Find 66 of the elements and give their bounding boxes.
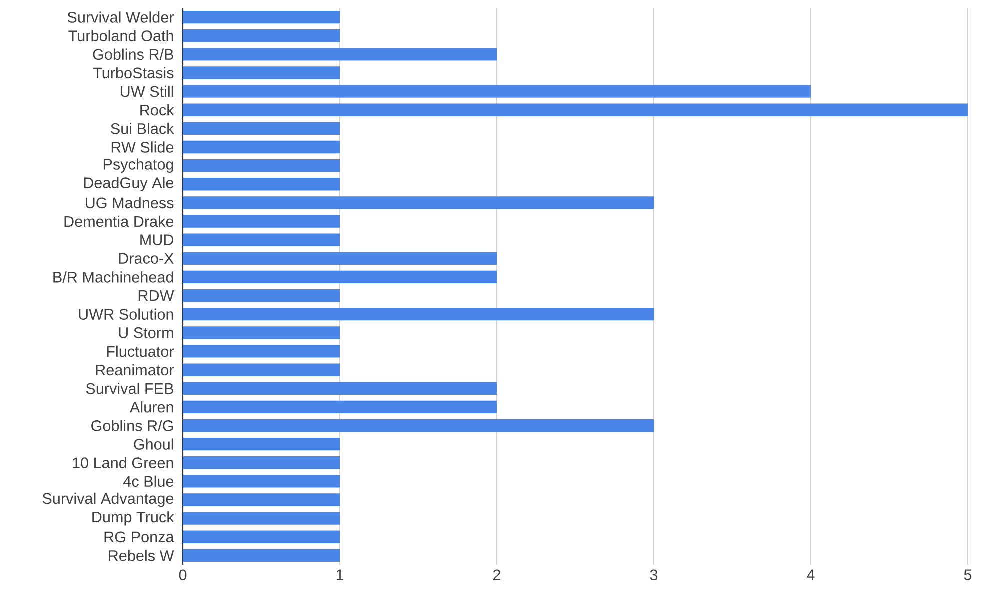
y-tick-label: Psychatog [104,158,174,173]
y-tick-label: RDW [138,290,174,302]
bar [183,48,497,61]
bar [183,66,340,80]
bar [183,475,340,488]
y-tick-label: Dementia Drake [64,216,174,228]
bar [183,270,497,284]
bar [183,326,340,340]
y-tick-label: 4c Blue [124,476,174,488]
bar [183,140,340,154]
y-tick-label: Draco-X [119,253,174,264]
bar [183,159,340,172]
y-tick-label: Aluren [130,402,174,413]
y-tick-label: Survival Welder [68,12,174,23]
y-tick-label: Goblins R/G [92,420,174,432]
x-tick-label: 3 [650,570,658,581]
bar [183,196,654,210]
y-tick-label: DeadGuy Ale [84,177,174,192]
bar [183,364,340,376]
bar [183,178,340,191]
bar [183,512,340,525]
bar [183,234,340,246]
bar [183,289,340,302]
x-tick-label: 4 [807,570,815,580]
y-tick-label: MUD [140,234,174,246]
y-tick-label: TurboStasis [93,67,174,79]
y-tick-label: Ghoul [134,438,174,450]
bar [183,494,340,506]
bar [183,419,654,432]
bar [183,252,497,265]
y-tick-label: Rock [140,104,174,116]
y-tick-label: Sui Black [111,123,174,134]
bar [183,85,811,98]
bar [183,400,497,414]
x-tick-label: 2 [494,570,500,580]
y-tick-label: UWR Solution [79,308,174,320]
bar [183,456,340,470]
y-tick-label: RW Slide [112,142,174,153]
bar [183,382,497,395]
bar [183,549,340,562]
y-tick-label: RG Ponza [104,532,174,543]
y-tick-label: Goblins R/B [93,48,174,60]
bar [183,10,340,24]
bar [183,308,654,321]
y-tick-label: Rebels W [109,550,174,562]
y-tick-label: UW Still [120,86,174,98]
y-tick-label: 10 Land Green [73,457,174,469]
x-tick-label: 0 [179,570,187,581]
bar [183,104,968,116]
y-tick-label: U Storm [119,327,174,338]
y-tick-label: Turboland Oath [68,30,174,42]
x-tick-label: 1 [336,570,344,580]
bar [183,438,340,451]
bar [183,122,340,136]
y-tick-label: Survival Advantage [42,492,174,508]
y-tick-label: Fluctuator [107,346,174,358]
y-tick-label: UG Madness [86,197,174,209]
y-tick-label: B/R Machinehead [54,272,174,283]
bar [183,215,340,228]
y-tick-label: Dump Truck [92,511,174,526]
x-tick-label: 5 [964,570,972,580]
y-tick-label: Survival FEB [86,382,174,394]
bar [183,30,340,42]
bar [183,530,340,544]
bar [183,345,340,358]
y-tick-label: Reanimator [96,364,174,376]
